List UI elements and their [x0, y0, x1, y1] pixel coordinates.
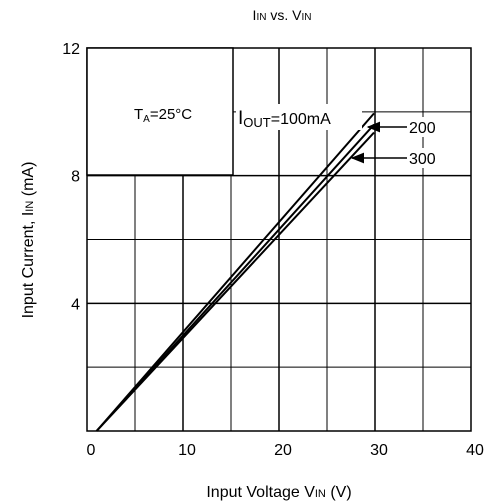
series-group	[95, 112, 375, 432]
series-label-100-sub: OUT	[243, 115, 271, 130]
y-tick-label-12: 12	[62, 41, 80, 58]
y-tick-label-4: 4	[71, 296, 80, 313]
y-axis-label-unit: (mA)	[20, 162, 37, 201]
y-axis-label: Input Current, IIN (mA)	[20, 162, 37, 319]
x-tick-label-20: 20	[274, 442, 292, 459]
x-tick-label-40: 40	[466, 442, 484, 459]
title-vin-sub: IN	[301, 12, 311, 23]
series-label-200: 200	[409, 120, 436, 137]
y-tick-labels: 4 8 12	[62, 41, 80, 313]
x-tick-labels: 0 10 20 30 40	[87, 442, 484, 459]
series-label-100: IOUT=100mA	[238, 108, 331, 130]
condition-rest: =25°C	[150, 106, 192, 123]
series-line-1	[95, 112, 375, 432]
series-label-100-rest: =100mA	[271, 111, 331, 128]
condition-box	[86, 47, 234, 176]
series-label-bg-300	[407, 148, 443, 168]
series-label-bg-100	[236, 104, 362, 130]
series-label-100-i: I	[238, 108, 243, 129]
y-tick-label-8: 8	[71, 169, 80, 186]
series-line-3	[95, 131, 375, 432]
x-axis-label-unit: (V)	[326, 484, 352, 501]
x-axis-label-sub: IN	[315, 488, 326, 500]
title-in-sub: IN	[256, 12, 266, 23]
title-i: I	[253, 7, 257, 23]
x-axis-label: Input Voltage VIN (V)	[206, 484, 351, 501]
series-label-bg-200	[407, 117, 443, 137]
y-axis-label-sub: IN	[24, 201, 36, 212]
x-tick-label-0: 0	[87, 442, 96, 459]
plot-frame	[86, 47, 472, 432]
title-vs: vs. V	[266, 7, 302, 23]
series-label-300: 300	[409, 151, 436, 168]
x-axis-label-main: Input Voltage V	[206, 484, 315, 501]
condition-sub: A	[143, 114, 150, 125]
x-tick-label-10: 10	[178, 442, 196, 459]
condition-label: TA=25°C	[134, 106, 192, 125]
condition-t: T	[134, 106, 143, 123]
x-tick-label-30: 30	[370, 442, 388, 459]
y-axis-label-main: Input Current, I	[20, 212, 37, 319]
chart-title: IIN vs. VIN	[253, 7, 312, 23]
